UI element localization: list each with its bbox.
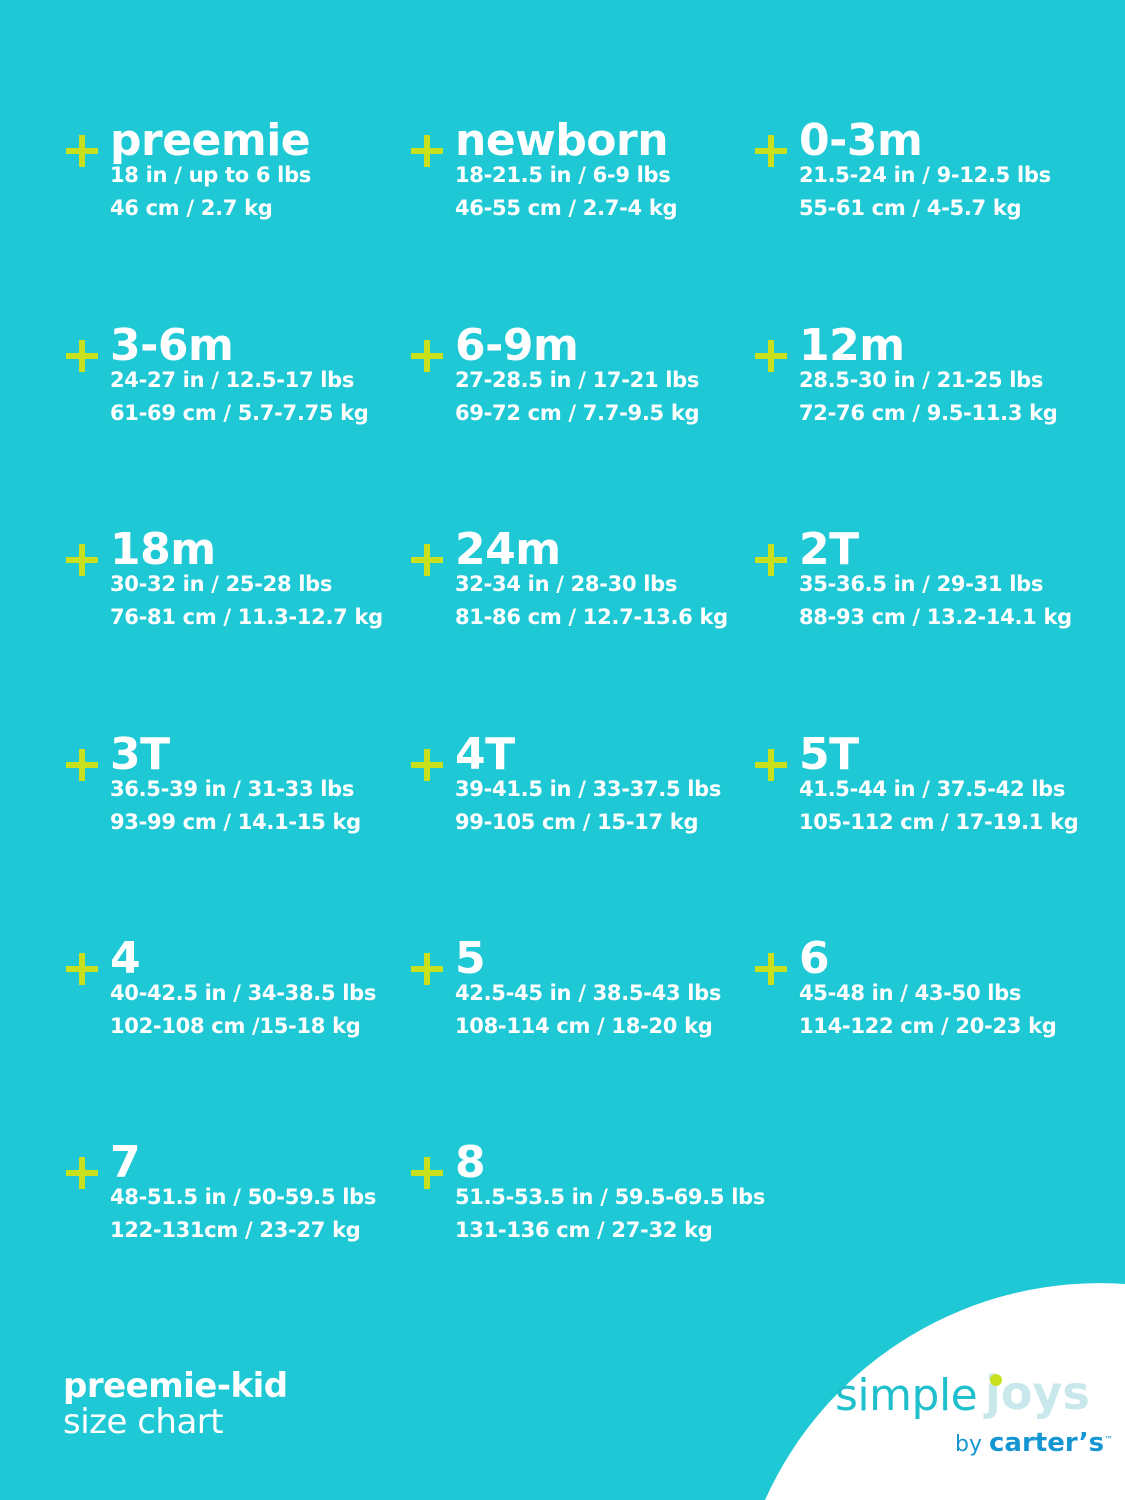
size-metric: 81-86 cm / 12.7-13.6 kg (455, 605, 728, 629)
size-imperial: 42.5-45 in / 38.5-43 lbs (455, 981, 722, 1005)
size-name: 5 (455, 933, 486, 984)
plus-icon (66, 135, 98, 167)
size-metric: 108-114 cm / 18-20 kg (455, 1014, 713, 1038)
size-name: 0-3m (799, 115, 923, 166)
plus-icon (411, 544, 443, 576)
size-entry: 7 48-51.5 in / 50-59.5 lbs 122-131cm / 2… (66, 1137, 406, 1307)
size-entry: 5 42.5-45 in / 38.5-43 lbs 108-114 cm / … (411, 933, 751, 1103)
chart-title: preemie-kid size chart (63, 1366, 288, 1442)
size-imperial: 18 in / up to 6 lbs (110, 163, 311, 187)
size-name: 3T (110, 729, 170, 780)
size-imperial: 51.5-53.5 in / 59.5-69.5 lbs (455, 1185, 766, 1209)
logo-circle (765, 1283, 1125, 1500)
size-entry: 24m 32-34 in / 28-30 lbs 81-86 cm / 12.7… (411, 524, 751, 694)
size-metric: 105-112 cm / 17-19.1 kg (799, 810, 1079, 834)
size-entry: 0-3m 21.5-24 in / 9-12.5 lbs 55-61 cm / … (755, 115, 1095, 285)
size-name: 4T (455, 729, 515, 780)
size-imperial: 21.5-24 in / 9-12.5 lbs (799, 163, 1051, 187)
plus-icon (411, 135, 443, 167)
size-imperial: 27-28.5 in / 17-21 lbs (455, 368, 700, 392)
size-name: 7 (110, 1137, 141, 1188)
logo-by-carters: by carter’s™ (955, 1428, 1114, 1458)
size-entry: preemie 18 in / up to 6 lbs 46 cm / 2.7 … (66, 115, 406, 285)
size-name: 6-9m (455, 320, 579, 371)
size-imperial: 24-27 in / 12.5-17 lbs (110, 368, 355, 392)
size-imperial: 48-51.5 in / 50-59.5 lbs (110, 1185, 377, 1209)
size-imperial: 45-48 in / 43-50 lbs (799, 981, 1022, 1005)
size-metric: 46-55 cm / 2.7-4 kg (455, 196, 678, 220)
size-name: 18m (110, 524, 216, 575)
plus-icon (755, 135, 787, 167)
size-metric: 122-131cm / 23-27 kg (110, 1218, 361, 1242)
size-metric: 72-76 cm / 9.5-11.3 kg (799, 401, 1058, 425)
size-imperial: 41.5-44 in / 37.5-42 lbs (799, 777, 1066, 801)
size-name: 2T (799, 524, 859, 575)
size-metric: 69-72 cm / 7.7-9.5 kg (455, 401, 700, 425)
logo-joys: joys (985, 1366, 1090, 1420)
size-metric: 114-122 cm / 20-23 kg (799, 1014, 1057, 1038)
size-metric: 88-93 cm / 13.2-14.1 kg (799, 605, 1072, 629)
size-entry: 3-6m 24-27 in / 12.5-17 lbs 61-69 cm / 5… (66, 320, 406, 490)
plus-icon (66, 544, 98, 576)
size-name: 5T (799, 729, 859, 780)
size-entry: 6 45-48 in / 43-50 lbs 114-122 cm / 20-2… (755, 933, 1095, 1103)
plus-icon (755, 544, 787, 576)
size-name: 6 (799, 933, 830, 984)
size-entry: 4 40-42.5 in / 34-38.5 lbs 102-108 cm /1… (66, 933, 406, 1103)
size-imperial: 39-41.5 in / 33-37.5 lbs (455, 777, 722, 801)
chart-title-main: preemie-kid (63, 1366, 288, 1406)
size-name: newborn (455, 115, 669, 166)
plus-icon (411, 340, 443, 372)
size-entry: 2T 35-36.5 in / 29-31 lbs 88-93 cm / 13.… (755, 524, 1095, 694)
plus-icon (755, 953, 787, 985)
size-name: preemie (110, 115, 311, 166)
size-entry: 3T 36.5-39 in / 31-33 lbs 93-99 cm / 14.… (66, 729, 406, 899)
size-entry: 18m 30-32 in / 25-28 lbs 76-81 cm / 11.3… (66, 524, 406, 694)
size-entry: 6-9m 27-28.5 in / 17-21 lbs 69-72 cm / 7… (411, 320, 751, 490)
size-metric: 99-105 cm / 15-17 kg (455, 810, 699, 834)
plus-icon (66, 953, 98, 985)
size-imperial: 18-21.5 in / 6-9 lbs (455, 163, 671, 187)
size-entry: 4T 39-41.5 in / 33-37.5 lbs 99-105 cm / … (411, 729, 751, 899)
size-metric: 76-81 cm / 11.3-12.7 kg (110, 605, 383, 629)
size-metric: 93-99 cm / 14.1-15 kg (110, 810, 361, 834)
plus-icon (66, 749, 98, 781)
plus-icon (66, 340, 98, 372)
size-imperial: 28.5-30 in / 21-25 lbs (799, 368, 1044, 392)
size-metric: 102-108 cm /15-18 kg (110, 1014, 361, 1038)
plus-icon (66, 1157, 98, 1189)
size-metric: 55-61 cm / 4-5.7 kg (799, 196, 1022, 220)
plus-icon (411, 749, 443, 781)
size-entry: 8 51.5-53.5 in / 59.5-69.5 lbs 131-136 c… (411, 1137, 765, 1307)
size-entry: 12m 28.5-30 in / 21-25 lbs 72-76 cm / 9.… (755, 320, 1095, 490)
plus-icon (411, 953, 443, 985)
size-imperial: 30-32 in / 25-28 lbs (110, 572, 333, 596)
simple-joys-logo: simple joys by carter’s™ (835, 1366, 1113, 1470)
size-entry: newborn 18-21.5 in / 6-9 lbs 46-55 cm / … (411, 115, 751, 285)
size-imperial: 36.5-39 in / 31-33 lbs (110, 777, 355, 801)
size-name: 8 (455, 1137, 486, 1188)
size-metric: 46 cm / 2.7 kg (110, 196, 273, 220)
logo-dot-icon (990, 1374, 1002, 1386)
size-name: 3-6m (110, 320, 234, 371)
size-name: 4 (110, 933, 141, 984)
size-name: 12m (799, 320, 905, 371)
size-metric: 131-136 cm / 27-32 kg (455, 1218, 713, 1242)
plus-icon (755, 749, 787, 781)
size-metric: 61-69 cm / 5.7-7.75 kg (110, 401, 369, 425)
plus-icon (755, 340, 787, 372)
size-imperial: 40-42.5 in / 34-38.5 lbs (110, 981, 377, 1005)
plus-icon (411, 1157, 443, 1189)
logo-simple: simple (835, 1370, 978, 1421)
size-imperial: 32-34 in / 28-30 lbs (455, 572, 678, 596)
chart-title-sub: size chart (63, 1402, 224, 1442)
size-name: 24m (455, 524, 561, 575)
size-imperial: 35-36.5 in / 29-31 lbs (799, 572, 1044, 596)
size-entry: 5T 41.5-44 in / 37.5-42 lbs 105-112 cm /… (755, 729, 1095, 899)
